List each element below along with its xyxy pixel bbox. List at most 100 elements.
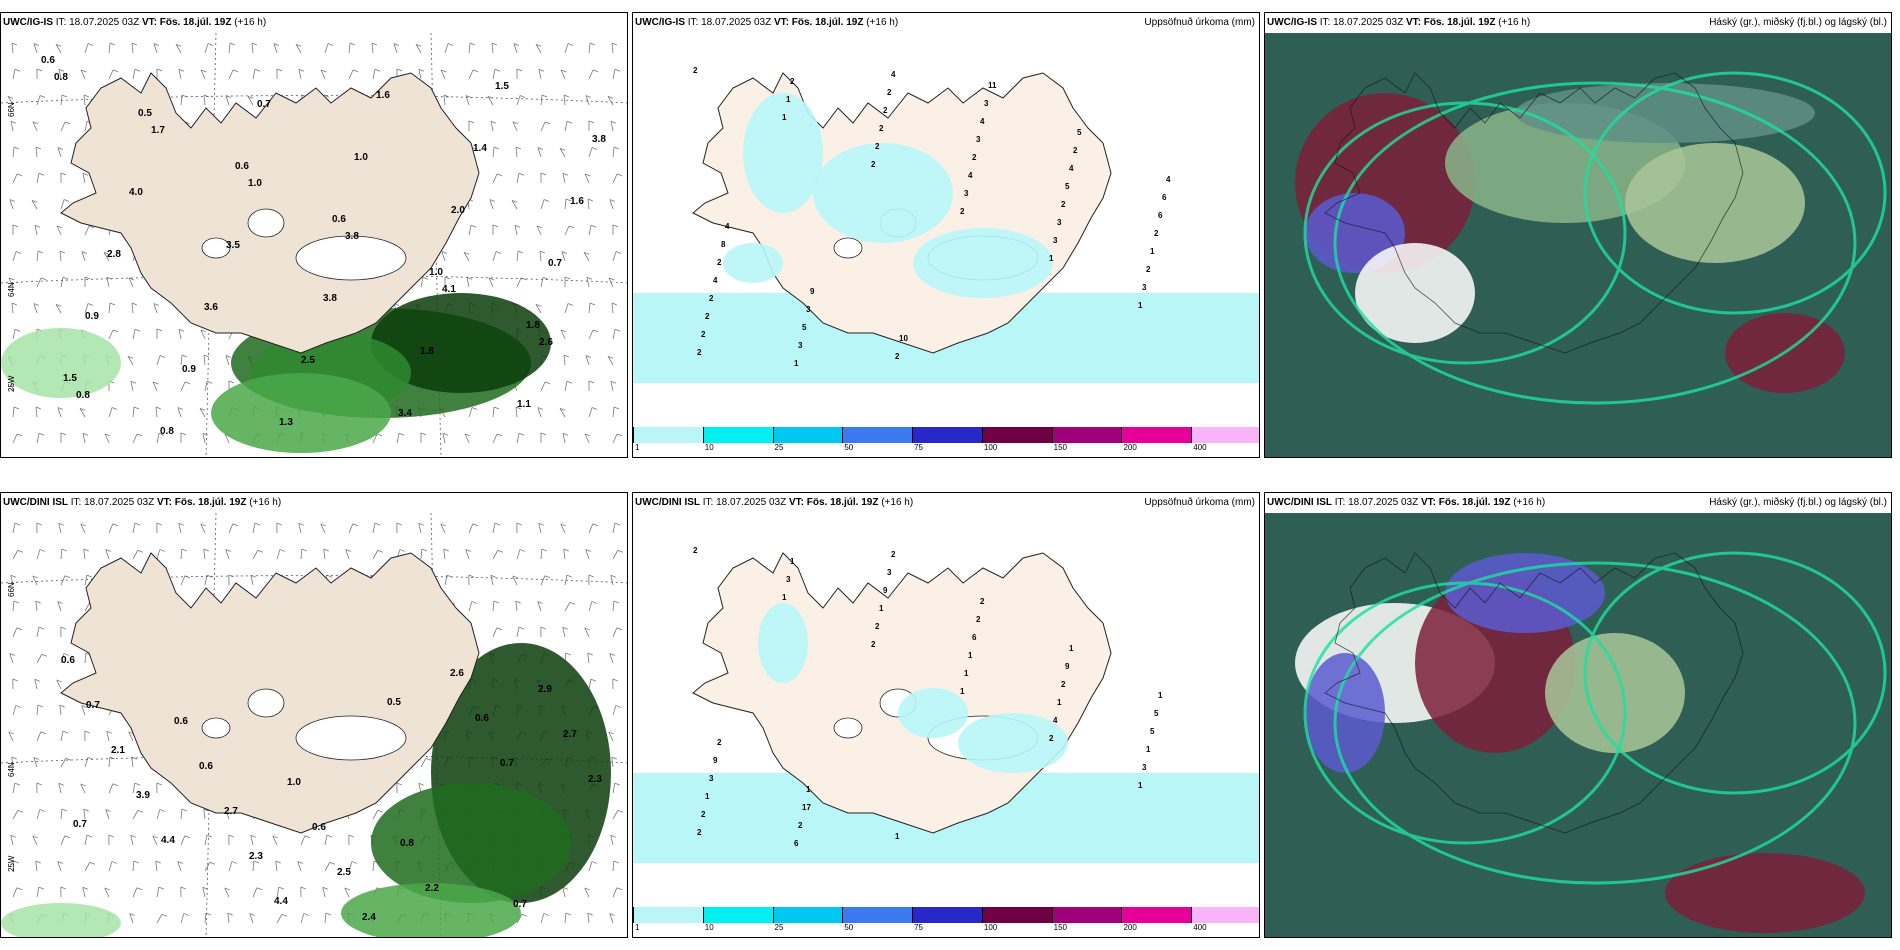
wind-barb <box>36 95 41 106</box>
wind-barb <box>32 575 38 586</box>
wind-barb-flag <box>352 69 359 73</box>
wind-barb-flag <box>560 69 567 73</box>
wind-barb-flag <box>560 329 567 333</box>
wind-barb-flag <box>178 328 185 332</box>
wind-barb-flag <box>396 68 403 72</box>
wind-barb-flag <box>228 380 235 384</box>
wind-barb-flag <box>82 172 89 176</box>
wind-barb-flag <box>425 757 431 761</box>
wind-barb-flag <box>228 834 234 838</box>
wind-barb <box>59 251 62 262</box>
precip-value: 11 <box>988 81 997 90</box>
cloud-panel-ig-is: UWC/IG-IS IT: 18.07.2025 03Z VT: Fös. 18… <box>1264 12 1892 458</box>
wind-barb <box>60 731 64 742</box>
wind-barb-flag <box>563 94 570 98</box>
wind-barb-flag <box>224 887 230 891</box>
precip-value: 2.5 <box>337 867 351 878</box>
wind-barb <box>128 277 134 288</box>
wind-barb-flag <box>490 120 497 124</box>
wind-barb-flag <box>16 627 23 631</box>
wind-barb <box>516 251 519 262</box>
precip-value: 0.7 <box>548 258 562 269</box>
wind-barb <box>12 810 19 820</box>
precip-value: 2 <box>1154 229 1159 238</box>
precip-panel-dini: UWC/DINI ISL IT: 18.07.2025 03Z VT: Fös.… <box>632 492 1260 938</box>
precip-value: 1 <box>960 687 965 696</box>
wind-barb-flag <box>295 43 302 47</box>
wind-barb <box>84 43 89 54</box>
wind-barb <box>585 549 590 560</box>
precip-value: 4.4 <box>274 896 288 907</box>
wind-barb-flag <box>88 225 95 229</box>
glacier <box>247 688 285 718</box>
wind-barb-flag <box>344 887 350 891</box>
contour-line <box>1333 561 1857 885</box>
colorbar-tick: 75 <box>914 923 924 932</box>
wind-barb-flag <box>377 809 383 813</box>
lon-line <box>205 33 217 457</box>
wind-barb <box>250 575 254 586</box>
wind-barb-flag <box>543 199 550 202</box>
wind-barb <box>540 913 545 924</box>
wind-barb <box>444 43 449 54</box>
wind-barb-flag <box>513 43 520 46</box>
wind-barb <box>180 549 183 560</box>
wind-barb <box>488 277 494 288</box>
wind-barb <box>153 43 158 54</box>
wind-barb <box>511 200 518 210</box>
wind-barb <box>348 43 351 54</box>
wind-barb <box>12 69 16 80</box>
wind-barb-flag <box>13 600 20 604</box>
wind-barb-flag <box>232 69 239 73</box>
colorbar-tick: 50 <box>844 923 854 932</box>
wind-barb <box>32 835 38 846</box>
wind-barb-flag <box>589 42 596 46</box>
wind-barb-flag <box>130 834 136 838</box>
wind-barb <box>203 809 206 820</box>
wind-barb <box>610 575 614 586</box>
wind-barb-flag <box>544 121 551 125</box>
precip-value: 2.5 <box>301 355 315 366</box>
wind-barb-flag <box>616 433 623 437</box>
wind-barb <box>108 69 114 80</box>
wind-barb <box>588 861 593 872</box>
wind-barb-flag <box>374 522 381 526</box>
cloud-map <box>1265 33 1891 457</box>
precip-value: 1 <box>786 95 791 104</box>
wind-barb-flag <box>517 250 524 254</box>
wind-barb <box>612 887 618 898</box>
wind-barb-flag <box>82 432 89 436</box>
wind-barb-flag <box>376 433 383 437</box>
iceland-coastline <box>1324 72 1744 354</box>
wind-barb-flag <box>440 69 447 73</box>
precip-value: 4.4 <box>161 835 175 846</box>
precip-value: 0.7 <box>73 819 87 830</box>
wind-barb <box>441 251 446 262</box>
wind-barb <box>84 225 90 236</box>
precip-value: 2 <box>875 142 880 151</box>
iceland-coastline <box>1324 552 1744 834</box>
precip-value: 0.6 <box>61 655 75 666</box>
wind-barb <box>12 147 15 158</box>
wind-barb <box>492 601 495 612</box>
colorbar-tick: 100 <box>983 443 998 452</box>
precip-value: 2 <box>693 546 698 555</box>
wind-barb-flag <box>200 523 206 527</box>
wind-barb-flag <box>562 626 568 630</box>
wind-barb <box>492 550 499 560</box>
precip-value: 1 <box>879 604 884 613</box>
precip-value: 1 <box>1069 644 1074 653</box>
wind-barb <box>468 225 472 236</box>
precip-value: 2 <box>709 294 714 303</box>
wind-barb <box>516 277 522 288</box>
wind-barb <box>297 861 302 872</box>
colorbar-tick: 10 <box>704 923 714 932</box>
wind-barb <box>175 44 182 54</box>
wind-barb <box>82 887 86 898</box>
precip-value: 3.5 <box>226 240 240 251</box>
wind-barb <box>612 550 619 560</box>
precip-area <box>371 783 571 903</box>
wind-barb <box>155 861 158 872</box>
precip-value: 0.6 <box>199 761 213 772</box>
wind-barb-flag <box>590 678 597 682</box>
